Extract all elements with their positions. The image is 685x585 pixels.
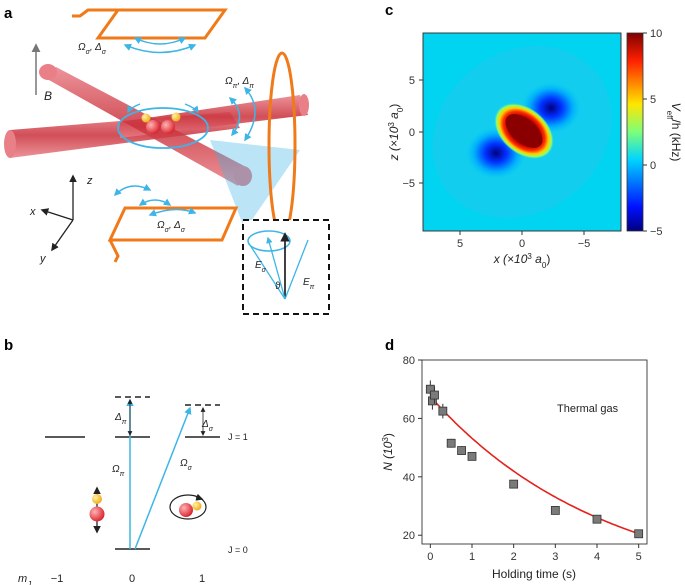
e-pi-label: Eπ bbox=[303, 277, 315, 291]
y-ticks: 20 40 60 80 bbox=[403, 355, 422, 542]
heatmap-axes: 5 0 −5 5 0 −5 x (×103 a0) z (×103 a0) bbox=[387, 75, 591, 270]
cb-tick-5: 5 bbox=[650, 94, 656, 106]
data-point bbox=[430, 390, 439, 400]
xtick-label: 2 bbox=[511, 551, 517, 563]
panel-label-a: a bbox=[4, 5, 13, 22]
xtick-label: 1 bbox=[469, 551, 475, 563]
data-point bbox=[467, 451, 477, 461]
xtick-label: 4 bbox=[594, 551, 600, 563]
light-cone bbox=[210, 140, 300, 230]
omega-pi-b-label: Ωπ bbox=[112, 464, 125, 478]
c-xlabel: x (×103 a0) bbox=[493, 252, 551, 270]
cb-tick-10: 10 bbox=[650, 28, 662, 40]
xtick-label: 5 bbox=[636, 551, 642, 563]
omega-sigma-b-label: Ωσ bbox=[180, 458, 193, 472]
panel-label-d: d bbox=[385, 337, 394, 354]
sigma-transition-arrow bbox=[134, 406, 192, 550]
ytick-label: 20 bbox=[403, 530, 415, 542]
molecule-center bbox=[141, 112, 181, 134]
delta-sigma-label: Δσ bbox=[201, 419, 214, 433]
data-points bbox=[425, 380, 644, 539]
c-zlabel: z (×103 a0) bbox=[387, 104, 405, 162]
panel-d: d 20 40 60 80 0 1 2 3 4 5 Thermal gas Holding ti… bbox=[381, 337, 648, 581]
c-ztick-0: 0 bbox=[409, 127, 415, 139]
axis-z-label: z bbox=[86, 175, 93, 187]
data-point bbox=[509, 479, 519, 489]
axis-y-label: y bbox=[39, 253, 47, 265]
xtick-label: 3 bbox=[552, 551, 558, 563]
delta-pi-label: Δπ bbox=[114, 412, 127, 426]
heatmap bbox=[422, 32, 622, 232]
data-point bbox=[457, 446, 466, 455]
x-ticks: 0 1 2 3 4 5 bbox=[427, 544, 642, 563]
data-point bbox=[550, 506, 560, 515]
e-sigma-label: Eσ bbox=[255, 260, 267, 274]
ytick-label: 40 bbox=[403, 472, 415, 484]
c-xtick-minus5: −5 bbox=[578, 238, 591, 250]
cb-label: Veff/h (kHz) bbox=[666, 103, 684, 162]
panel-c: c 5 0 −5 5 0 −5 x ( bbox=[385, 2, 683, 270]
top-coil bbox=[72, 8, 228, 40]
j0-label: J = 0 bbox=[228, 545, 248, 555]
data-point bbox=[438, 406, 448, 416]
c-xtick-0: 0 bbox=[519, 238, 525, 250]
molecule-rotating bbox=[169, 493, 207, 520]
cb-tick-minus5: −5 bbox=[650, 226, 663, 238]
molecule-vertical bbox=[89, 486, 105, 534]
mj-value-0: 0 bbox=[129, 573, 135, 585]
cb-tick-0: 0 bbox=[650, 160, 656, 172]
mj-label: mJ bbox=[18, 573, 32, 585]
mj-value-1: 1 bbox=[199, 573, 205, 585]
annotation-thermal-gas: Thermal gas bbox=[557, 403, 619, 415]
polarization-inset: Eσ Eπ ϑ bbox=[242, 219, 330, 315]
loop-arrow-1 bbox=[127, 103, 141, 114]
mj-value-minus1: −1 bbox=[51, 573, 64, 585]
j1-label: J = 1 bbox=[228, 432, 248, 442]
d-ylabel: N (103) bbox=[381, 433, 396, 471]
xtick-label: 0 bbox=[427, 551, 433, 563]
c-xtick-5: 5 bbox=[457, 238, 463, 250]
panel-label-b: b bbox=[4, 337, 13, 354]
omega-sigma-top-label: Ωσ, Δσ bbox=[78, 42, 107, 56]
c-ztick-minus5: −5 bbox=[402, 178, 415, 190]
fit-curve bbox=[429, 395, 639, 535]
central-loop bbox=[117, 107, 209, 149]
omega-sigma-bottom-label: Ωσ, Δσ bbox=[157, 220, 186, 234]
loop-arrow-2 bbox=[184, 103, 199, 114]
top-coil-arrows bbox=[123, 37, 197, 54]
data-point bbox=[634, 529, 644, 539]
bottom-coil bbox=[107, 206, 239, 263]
data-point bbox=[592, 514, 602, 524]
ytick-label: 60 bbox=[403, 413, 415, 425]
omega-pi-label: Ωπ, Δπ bbox=[225, 76, 254, 90]
panel-b: b Δπ Δσ Ωπ Ωσ J = 1 J = 0 mJ −1 0 1 bbox=[4, 337, 248, 585]
coordinate-axes: z x y bbox=[29, 174, 93, 265]
panel-label-c: c bbox=[385, 2, 393, 19]
c-ztick-5: 5 bbox=[409, 75, 415, 87]
pi-arrow-1 bbox=[243, 86, 256, 142]
panel-a: a B Ωσ, Δσ bbox=[4, 5, 330, 315]
theta-label: ϑ bbox=[275, 281, 281, 292]
right-coil bbox=[267, 51, 297, 239]
bottom-coil-arrows bbox=[113, 183, 197, 217]
data-point bbox=[446, 438, 456, 448]
b-field-label: B bbox=[44, 89, 52, 103]
d-xlabel: Holding time (s) bbox=[492, 567, 576, 581]
colorbar: 10 5 0 −5 Veff/h (kHz) bbox=[626, 28, 684, 238]
axis-x-label: x bbox=[29, 206, 36, 218]
ytick-label: 80 bbox=[403, 355, 415, 367]
plot-frame bbox=[421, 359, 648, 545]
pi-arrow-2 bbox=[228, 96, 241, 137]
